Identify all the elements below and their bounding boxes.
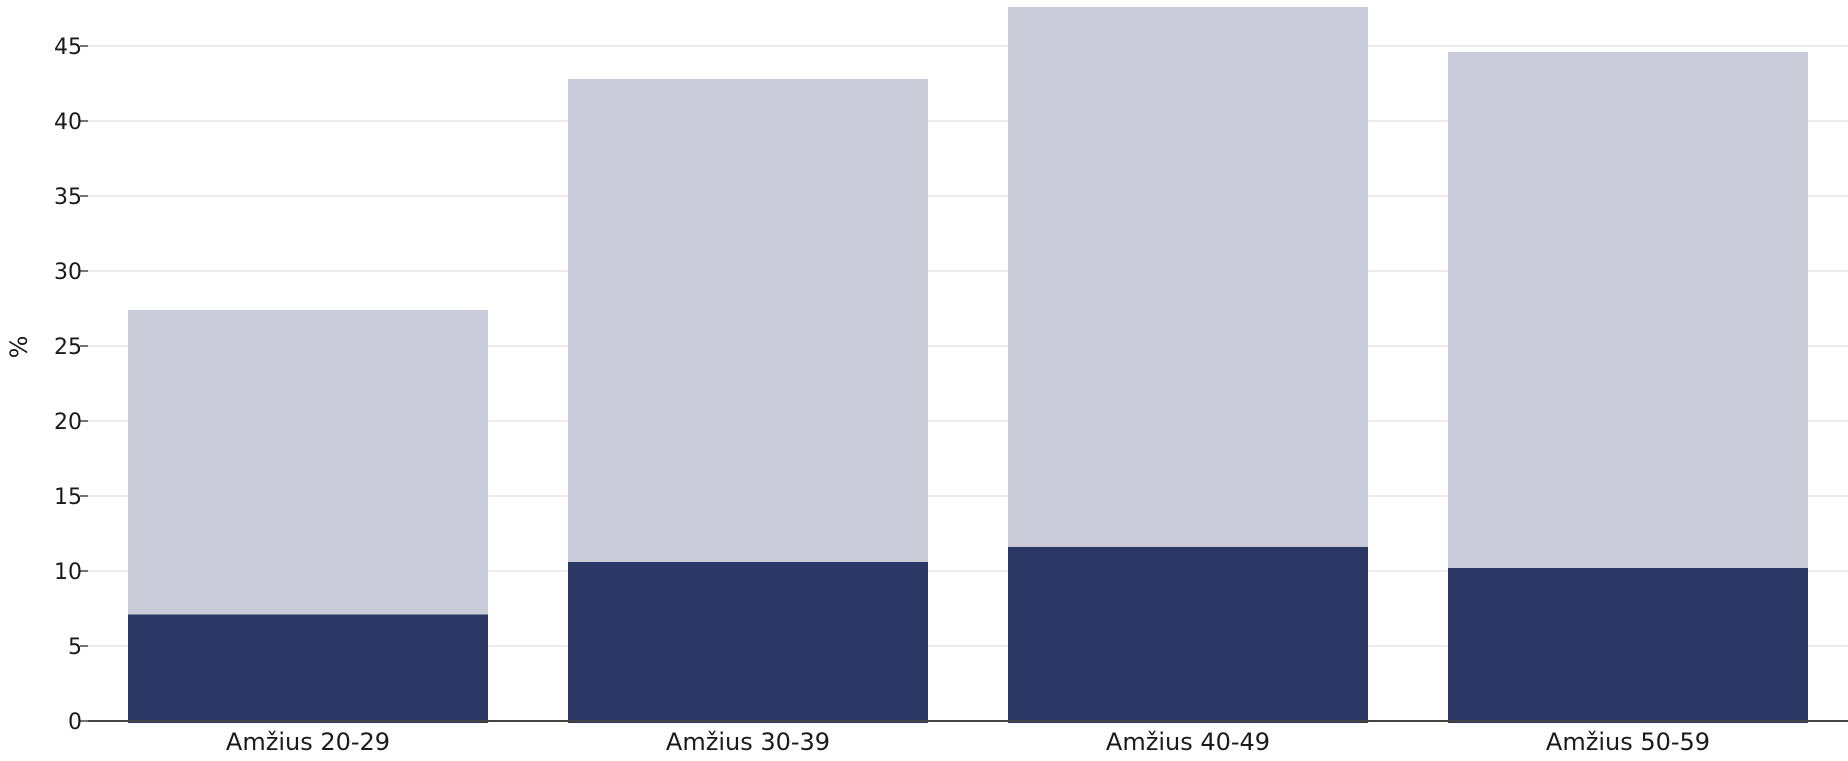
y-tick-label: 25 bbox=[54, 335, 82, 360]
y-axis-title: % bbox=[5, 336, 33, 359]
bar-segment-lower bbox=[1008, 547, 1368, 723]
x-tick-label: Amžius 40-49 bbox=[1106, 728, 1270, 756]
bars bbox=[128, 7, 1808, 723]
x-tick-label: Amžius 20-29 bbox=[226, 728, 390, 756]
y-tick-label: 5 bbox=[68, 635, 82, 660]
bar-segment-lower bbox=[1448, 568, 1808, 723]
y-tick-label: 30 bbox=[54, 260, 82, 285]
bar-segment-upper bbox=[128, 310, 488, 615]
y-tick-label: 15 bbox=[54, 485, 82, 510]
x-tick-label: Amžius 30-39 bbox=[666, 728, 830, 756]
bar-segment-upper bbox=[1008, 7, 1368, 547]
y-tick-label: 20 bbox=[54, 410, 82, 435]
bar-segment-upper bbox=[568, 79, 928, 562]
bar-segment-lower bbox=[128, 614, 488, 723]
y-tick-label: 0 bbox=[68, 710, 82, 735]
bar-segment-upper bbox=[1448, 52, 1808, 568]
x-axis-labels: Amžius 20-29 Amžius 30-39 Amžius 40-49 Amži… bbox=[226, 728, 1710, 756]
y-tick-label: 35 bbox=[54, 185, 82, 210]
bar-segment-lower bbox=[568, 562, 928, 723]
y-axis-ticks: 0 5 10 15 20 25 30 35 40 45 bbox=[54, 35, 88, 735]
y-tick-label: 10 bbox=[54, 560, 82, 585]
y-tick-label: 45 bbox=[54, 35, 82, 60]
y-tick-label: 40 bbox=[54, 110, 82, 135]
x-tick-label: Amžius 50-59 bbox=[1546, 728, 1710, 756]
